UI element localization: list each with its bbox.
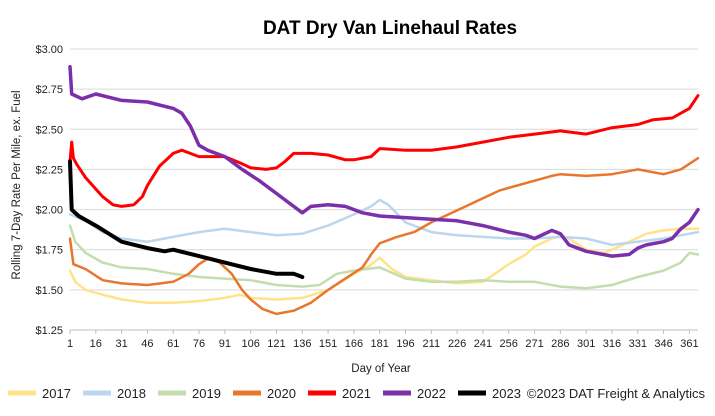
x-tick-label: 61 <box>167 338 179 350</box>
x-tick-label: 16 <box>90 338 102 350</box>
x-tick-label: 316 <box>603 338 621 350</box>
x-tick-label: 91 <box>219 338 231 350</box>
series-line-2023 <box>68 159 305 279</box>
x-tick-label: 346 <box>654 338 672 350</box>
x-tick-label: 136 <box>293 338 311 350</box>
chart-title: DAT Dry Van Linehaul Rates <box>263 18 517 39</box>
y-tick-label: $1.25 <box>35 325 63 337</box>
y-tick-label: $1.75 <box>35 245 63 257</box>
x-tick-label: 106 <box>241 338 259 350</box>
x-tick-label: 301 <box>577 338 595 350</box>
legend-label-2020: 2020 <box>267 386 296 401</box>
x-tick-label: 196 <box>396 338 414 350</box>
x-tick-label: 151 <box>319 338 337 350</box>
x-tick-label: 181 <box>371 338 389 350</box>
x-tick-label: 211 <box>423 338 441 350</box>
y-tick-label: $3.00 <box>35 44 63 56</box>
axes <box>69 329 698 334</box>
copyright-credit: ©2023 DAT Freight & Analytics <box>527 386 706 401</box>
x-tick-label: 271 <box>525 338 543 350</box>
x-tick-label: 256 <box>500 338 518 350</box>
legend-label-2022: 2022 <box>417 386 446 401</box>
y-tick-label: $2.25 <box>35 164 63 176</box>
legend-label-2019: 2019 <box>192 386 221 401</box>
x-tick-label: 226 <box>448 338 466 350</box>
legend-label-2017: 2017 <box>42 386 71 401</box>
series-line-2019 <box>68 224 700 290</box>
x-tick-label: 31 <box>115 338 127 350</box>
y-tick-label: $2.50 <box>35 124 63 136</box>
y-tick-label: $1.50 <box>35 285 63 297</box>
legend-label-2018: 2018 <box>117 386 146 401</box>
x-tick-label: 121 <box>267 338 285 350</box>
y-tick-labels: $1.25 $1.50 $1.75 $2.00 $2.25 $2.50 $2.75 $3.00 <box>35 44 63 337</box>
legend-label-2021: 2021 <box>342 386 371 401</box>
y-axis-title: Rolling 7-Day Rate Per Mile, ex. Fuel <box>11 90 23 279</box>
series-line-2022 <box>68 64 700 258</box>
x-tick-label: 331 <box>629 338 647 350</box>
x-tick-label: 1 <box>67 338 73 350</box>
series-line-2021 <box>68 94 700 208</box>
series-line-2020 <box>68 156 700 316</box>
x-tick-label: 166 <box>345 338 363 350</box>
y-tick-label: $2.75 <box>35 84 63 96</box>
series-lines <box>68 64 700 316</box>
x-tick-label: 241 <box>474 338 492 350</box>
legend-label-2023: 2023 <box>492 386 521 401</box>
series-line-2018 <box>68 198 700 247</box>
x-tick-label: 76 <box>193 338 205 350</box>
legend: 2017 2018 2019 2020 2021 2022 2023 <box>8 386 521 401</box>
x-tick-labels: 1 16 31 46 61 76 91 106 121 136 151 166 181 196 211 226… <box>67 338 699 350</box>
y-tick-label: $2.00 <box>35 205 63 217</box>
x-tick-label: 286 <box>551 338 569 350</box>
x-tick-label: 361 <box>680 338 698 350</box>
x-axis-title: Day of Year <box>351 363 411 375</box>
x-tick-label: 46 <box>141 338 153 350</box>
